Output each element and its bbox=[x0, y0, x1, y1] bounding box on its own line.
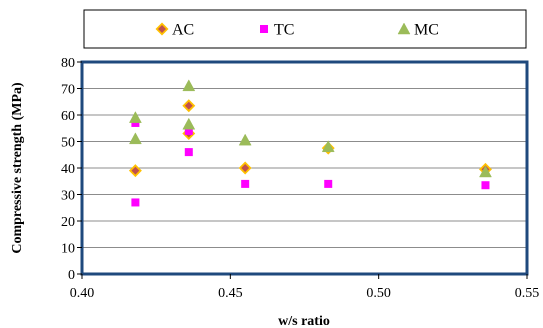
data-point-tc bbox=[131, 118, 140, 127]
y-tick-label: 40 bbox=[61, 162, 75, 177]
y-tick-label: 60 bbox=[61, 109, 75, 124]
data-point-tc bbox=[131, 198, 140, 207]
data-point-mc bbox=[238, 133, 252, 146]
data-point-mc bbox=[479, 165, 492, 178]
data-point-mc bbox=[128, 132, 142, 145]
y-tick-label: 20 bbox=[61, 215, 75, 230]
data-point-mc bbox=[182, 117, 196, 130]
y-tick-label: 80 bbox=[61, 56, 75, 71]
data-point-tc bbox=[481, 181, 490, 190]
data-points bbox=[128, 79, 492, 207]
data-point-tc bbox=[324, 179, 333, 188]
legend-label-tc: TC bbox=[274, 22, 294, 39]
legend-marker-ac bbox=[155, 22, 169, 36]
legend-box bbox=[83, 9, 527, 49]
axis-ticks: 0 10 20 30 40 50 60 70 80 0.40 0.45 0.50 0.55 bbox=[61, 56, 539, 301]
y-tick-label: 0 bbox=[68, 268, 75, 283]
x-tick-label: 0.55 bbox=[515, 286, 540, 301]
x-axis-title: w/s ratio bbox=[278, 314, 330, 328]
data-point-mc bbox=[182, 79, 196, 92]
data-point-tc bbox=[241, 179, 250, 188]
y-tick-label: 70 bbox=[61, 83, 75, 98]
data-point-ac bbox=[182, 99, 196, 113]
data-point-mc bbox=[128, 111, 142, 123]
legend-label-ac: AC bbox=[172, 22, 194, 39]
legend: AC TC MC bbox=[83, 9, 527, 49]
data-point-ac bbox=[238, 161, 252, 175]
data-point-ac bbox=[128, 164, 142, 178]
legend-marker-mc bbox=[397, 22, 411, 35]
x-tick-label: 0.50 bbox=[366, 286, 391, 301]
y-tick-label: 10 bbox=[61, 242, 75, 257]
y-tick-label: 50 bbox=[61, 136, 75, 151]
x-tick-label: 0.40 bbox=[70, 286, 95, 301]
data-point-mc bbox=[321, 140, 335, 153]
grid bbox=[82, 88, 527, 248]
legend-label-mc: MC bbox=[414, 22, 439, 39]
data-point-tc bbox=[184, 126, 193, 135]
data-point-tc bbox=[184, 148, 193, 157]
x-tick-label: 0.45 bbox=[218, 286, 243, 301]
legend-marker-tc bbox=[260, 25, 268, 33]
y-tick-label: 30 bbox=[61, 189, 75, 204]
y-axis-title: Compressive strength (MPa) bbox=[10, 82, 25, 254]
